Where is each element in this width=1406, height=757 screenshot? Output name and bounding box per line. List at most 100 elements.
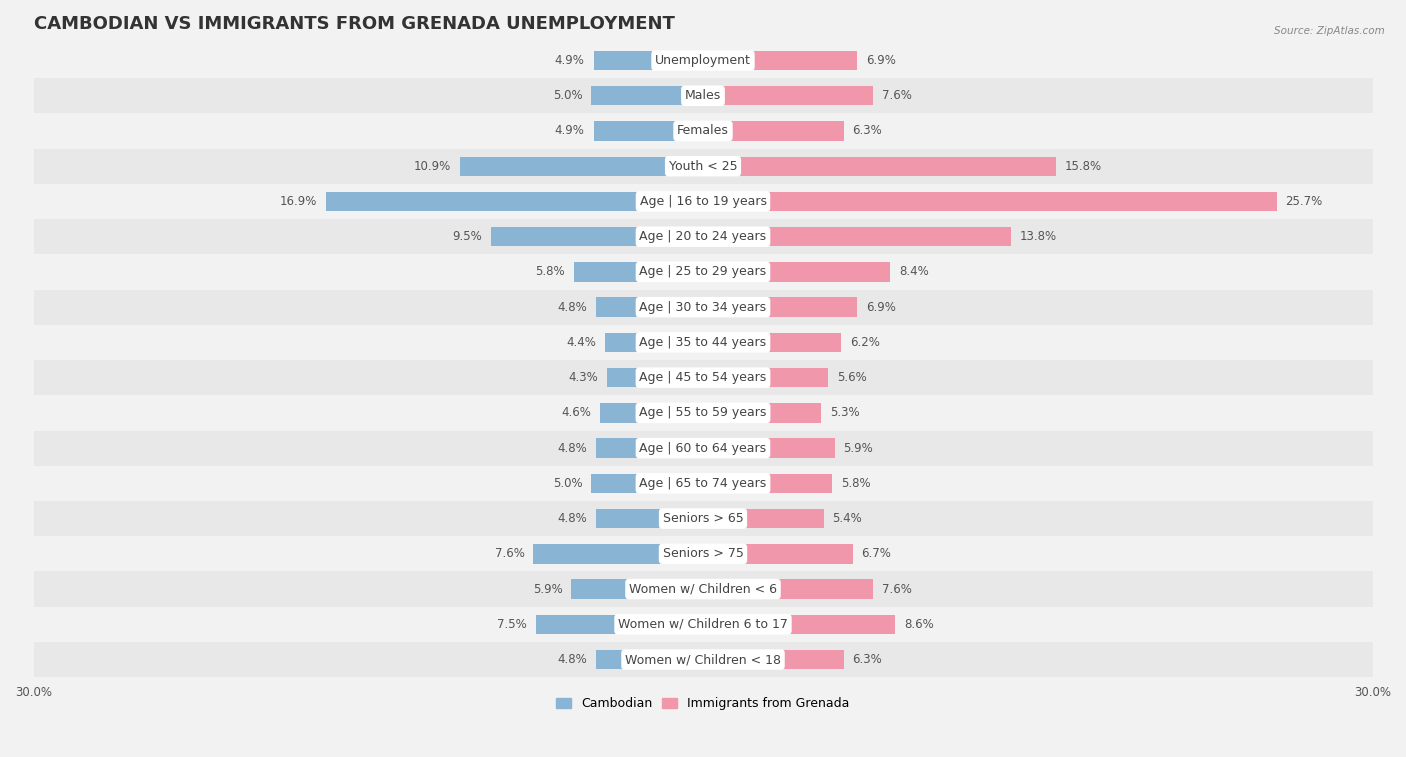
Text: 16.9%: 16.9% xyxy=(280,195,316,208)
Text: 25.7%: 25.7% xyxy=(1285,195,1323,208)
Bar xyxy=(703,403,821,422)
Text: 5.9%: 5.9% xyxy=(533,583,562,596)
Bar xyxy=(703,474,832,493)
Bar xyxy=(703,615,896,634)
Bar xyxy=(34,290,1372,325)
Bar xyxy=(574,262,703,282)
Text: 5.4%: 5.4% xyxy=(832,512,862,525)
Text: 5.9%: 5.9% xyxy=(844,441,873,455)
Text: 5.6%: 5.6% xyxy=(837,371,866,384)
Text: 4.4%: 4.4% xyxy=(567,336,596,349)
Text: 6.9%: 6.9% xyxy=(866,54,896,67)
Bar xyxy=(533,544,703,563)
Bar xyxy=(34,572,1372,606)
Text: Females: Females xyxy=(678,124,728,138)
Text: 6.3%: 6.3% xyxy=(852,124,883,138)
Bar xyxy=(703,544,852,563)
Text: 5.0%: 5.0% xyxy=(553,477,582,490)
Bar xyxy=(703,262,890,282)
Bar xyxy=(596,650,703,669)
Text: 9.5%: 9.5% xyxy=(453,230,482,243)
Text: 6.9%: 6.9% xyxy=(866,301,896,313)
Bar xyxy=(571,579,703,599)
Bar xyxy=(703,121,844,141)
Bar xyxy=(34,78,1372,114)
Text: 4.8%: 4.8% xyxy=(557,301,586,313)
Bar xyxy=(703,51,858,70)
Text: Age | 20 to 24 years: Age | 20 to 24 years xyxy=(640,230,766,243)
Text: 8.6%: 8.6% xyxy=(904,618,934,631)
Text: 4.3%: 4.3% xyxy=(568,371,598,384)
Bar xyxy=(34,536,1372,572)
Text: CAMBODIAN VS IMMIGRANTS FROM GRENADA UNEMPLOYMENT: CAMBODIAN VS IMMIGRANTS FROM GRENADA UNE… xyxy=(34,15,675,33)
Bar xyxy=(34,466,1372,501)
Bar xyxy=(607,368,703,388)
Text: 5.3%: 5.3% xyxy=(830,407,860,419)
Text: Women w/ Children < 6: Women w/ Children < 6 xyxy=(628,583,778,596)
Text: Age | 30 to 34 years: Age | 30 to 34 years xyxy=(640,301,766,313)
Bar xyxy=(703,333,841,352)
Text: Women w/ Children < 18: Women w/ Children < 18 xyxy=(626,653,780,666)
Bar xyxy=(703,438,835,458)
Text: Age | 55 to 59 years: Age | 55 to 59 years xyxy=(640,407,766,419)
Text: 4.8%: 4.8% xyxy=(557,441,586,455)
Bar xyxy=(34,325,1372,360)
Bar xyxy=(34,114,1372,148)
Bar xyxy=(34,184,1372,219)
Text: 4.9%: 4.9% xyxy=(555,54,585,67)
Bar xyxy=(600,403,703,422)
Bar xyxy=(491,227,703,246)
Bar xyxy=(34,431,1372,466)
Bar xyxy=(536,615,703,634)
Bar xyxy=(34,606,1372,642)
Text: 5.0%: 5.0% xyxy=(553,89,582,102)
Bar xyxy=(34,395,1372,431)
Bar xyxy=(34,219,1372,254)
Text: 6.2%: 6.2% xyxy=(851,336,880,349)
Bar xyxy=(593,51,703,70)
Bar xyxy=(703,298,858,317)
Bar xyxy=(596,298,703,317)
Bar xyxy=(596,438,703,458)
Text: 7.6%: 7.6% xyxy=(882,583,911,596)
Text: 5.8%: 5.8% xyxy=(841,477,870,490)
Text: Males: Males xyxy=(685,89,721,102)
Text: Age | 16 to 19 years: Age | 16 to 19 years xyxy=(640,195,766,208)
Text: 7.6%: 7.6% xyxy=(882,89,911,102)
Text: 10.9%: 10.9% xyxy=(413,160,451,173)
Bar xyxy=(703,157,1056,176)
Text: Age | 25 to 29 years: Age | 25 to 29 years xyxy=(640,266,766,279)
Bar xyxy=(34,148,1372,184)
Text: Source: ZipAtlas.com: Source: ZipAtlas.com xyxy=(1274,26,1385,36)
Text: 6.7%: 6.7% xyxy=(862,547,891,560)
Text: 4.9%: 4.9% xyxy=(555,124,585,138)
Bar xyxy=(34,501,1372,536)
Text: 7.6%: 7.6% xyxy=(495,547,524,560)
Text: Age | 60 to 64 years: Age | 60 to 64 years xyxy=(640,441,766,455)
Text: 6.3%: 6.3% xyxy=(852,653,883,666)
Bar xyxy=(703,192,1277,211)
Bar xyxy=(34,254,1372,290)
Bar xyxy=(703,86,873,105)
Bar xyxy=(703,650,844,669)
Text: 4.6%: 4.6% xyxy=(561,407,592,419)
Bar xyxy=(703,579,873,599)
Text: 7.5%: 7.5% xyxy=(496,618,527,631)
Bar xyxy=(460,157,703,176)
Bar xyxy=(34,43,1372,78)
Bar xyxy=(596,509,703,528)
Text: Women w/ Children 6 to 17: Women w/ Children 6 to 17 xyxy=(619,618,787,631)
Bar xyxy=(592,86,703,105)
Bar xyxy=(703,509,824,528)
Text: Youth < 25: Youth < 25 xyxy=(669,160,737,173)
Bar xyxy=(34,642,1372,678)
Text: 13.8%: 13.8% xyxy=(1019,230,1057,243)
Bar xyxy=(592,474,703,493)
Bar xyxy=(703,227,1011,246)
Bar xyxy=(593,121,703,141)
Text: 8.4%: 8.4% xyxy=(900,266,929,279)
Text: Age | 35 to 44 years: Age | 35 to 44 years xyxy=(640,336,766,349)
Text: Seniors > 65: Seniors > 65 xyxy=(662,512,744,525)
Bar xyxy=(605,333,703,352)
Text: 4.8%: 4.8% xyxy=(557,653,586,666)
